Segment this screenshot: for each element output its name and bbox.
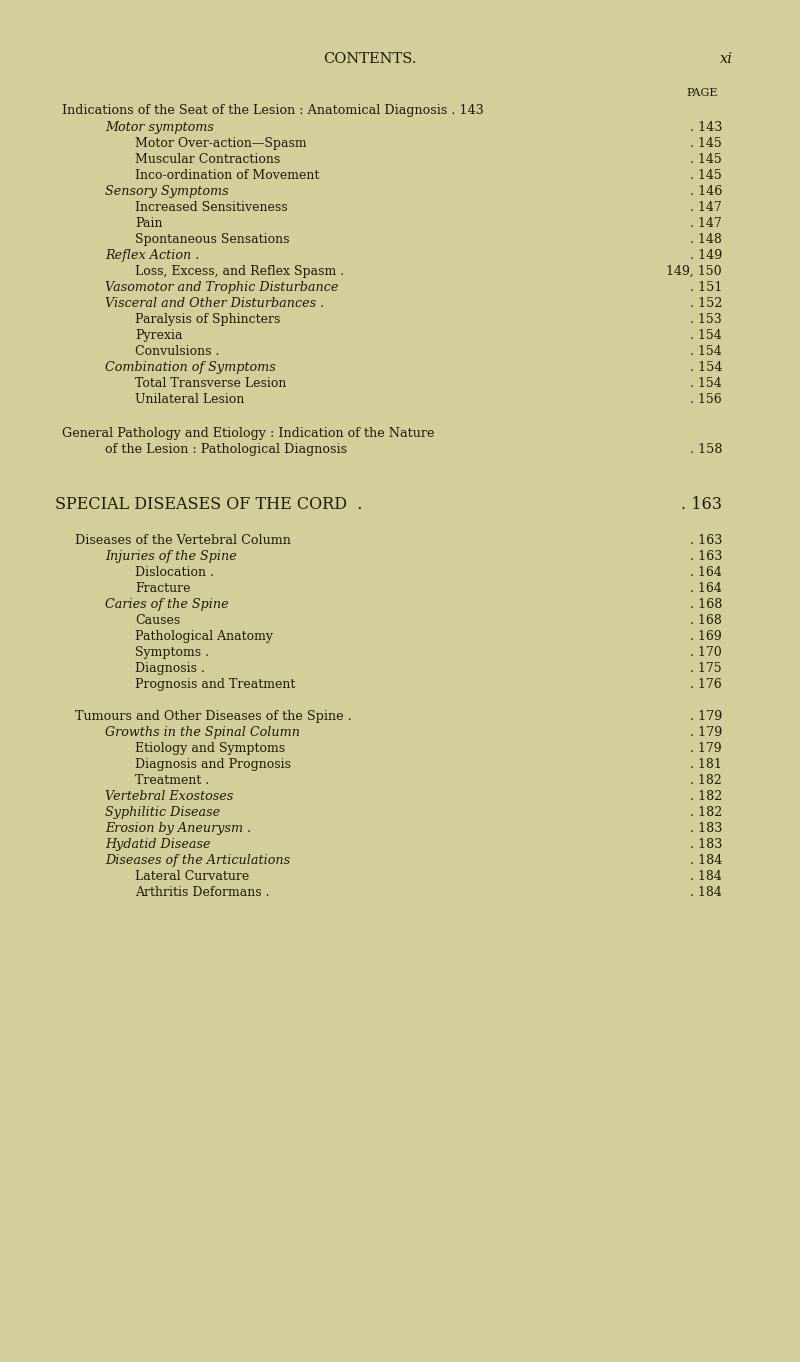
Text: Loss, Excess, and Reflex Spasm .: Loss, Excess, and Reflex Spasm . (135, 266, 344, 278)
Text: PAGE: PAGE (686, 89, 718, 98)
Text: . 176: . 176 (690, 678, 722, 691)
Text: Syphilitic Disease: Syphilitic Disease (105, 806, 220, 819)
Text: . 156: . 156 (690, 394, 722, 406)
Text: Prognosis and Treatment: Prognosis and Treatment (135, 678, 295, 691)
Text: Sensory Symptoms: Sensory Symptoms (105, 185, 229, 197)
Text: CONTENTS.: CONTENTS. (323, 52, 417, 65)
Text: Growths in the Spinal Column: Growths in the Spinal Column (105, 726, 300, 740)
Text: . 164: . 164 (690, 582, 722, 595)
Text: Vertebral Exostoses: Vertebral Exostoses (105, 790, 234, 804)
Text: Diagnosis and Prognosis: Diagnosis and Prognosis (135, 759, 291, 771)
Text: Indications of the Seat of the Lesion : Anatomical Diagnosis . 143: Indications of the Seat of the Lesion : … (62, 104, 484, 117)
Text: . 179: . 179 (690, 726, 722, 740)
Text: Symptoms .: Symptoms . (135, 646, 209, 659)
Text: . 184: . 184 (690, 870, 722, 883)
Text: . 182: . 182 (690, 774, 722, 787)
Text: . 143: . 143 (690, 121, 722, 133)
Text: Muscular Contractions: Muscular Contractions (135, 153, 280, 166)
Text: . 146: . 146 (690, 185, 722, 197)
Text: Pathological Anatomy: Pathological Anatomy (135, 631, 273, 643)
Text: . 169: . 169 (690, 631, 722, 643)
Text: . 151: . 151 (690, 281, 722, 294)
Text: Causes: Causes (135, 614, 180, 627)
Text: . 154: . 154 (690, 361, 722, 375)
Text: Injuries of the Spine: Injuries of the Spine (105, 550, 237, 563)
Text: Treatment .: Treatment . (135, 774, 210, 787)
Text: . 170: . 170 (690, 646, 722, 659)
Text: Unilateral Lesion: Unilateral Lesion (135, 394, 244, 406)
Text: Dislocation .: Dislocation . (135, 567, 214, 579)
Text: 149, 150: 149, 150 (666, 266, 722, 278)
Text: Etiology and Symptoms: Etiology and Symptoms (135, 742, 285, 755)
Text: . 145: . 145 (690, 153, 722, 166)
Text: . 184: . 184 (690, 854, 722, 868)
Text: . 154: . 154 (690, 377, 722, 390)
Text: . 153: . 153 (690, 313, 722, 326)
Text: Lateral Curvature: Lateral Curvature (135, 870, 250, 883)
Text: . 183: . 183 (690, 838, 722, 851)
Text: SPECIAL DISEASES OF THE CORD  .: SPECIAL DISEASES OF THE CORD . (55, 496, 362, 513)
Text: Arthritis Deformans .: Arthritis Deformans . (135, 887, 270, 899)
Text: Caries of the Spine: Caries of the Spine (105, 598, 229, 612)
Text: . 181: . 181 (690, 759, 722, 771)
Text: Tumours and Other Diseases of the Spine .: Tumours and Other Diseases of the Spine … (75, 710, 352, 723)
Text: . 154: . 154 (690, 345, 722, 358)
Text: . 152: . 152 (690, 297, 722, 311)
Text: Reflex Action .: Reflex Action . (105, 249, 199, 262)
Text: . 145: . 145 (690, 169, 722, 183)
Text: . 179: . 179 (690, 742, 722, 755)
Text: . 163: . 163 (690, 534, 722, 548)
Text: Motor symptoms: Motor symptoms (105, 121, 214, 133)
Text: Convulsions .: Convulsions . (135, 345, 219, 358)
Text: . 163: . 163 (690, 550, 722, 563)
Text: . 154: . 154 (690, 330, 722, 342)
Text: . 147: . 147 (690, 202, 722, 214)
Text: Vasomotor and Trophic Disturbance: Vasomotor and Trophic Disturbance (105, 281, 338, 294)
Text: Diseases of the Articulations: Diseases of the Articulations (105, 854, 290, 868)
Text: Visceral and Other Disturbances .: Visceral and Other Disturbances . (105, 297, 324, 311)
Text: Spontaneous Sensations: Spontaneous Sensations (135, 233, 290, 247)
Text: Diagnosis .: Diagnosis . (135, 662, 205, 676)
Text: . 158: . 158 (690, 443, 722, 456)
Text: Paralysis of Sphincters: Paralysis of Sphincters (135, 313, 280, 326)
Text: Increased Sensitiveness: Increased Sensitiveness (135, 202, 288, 214)
Text: General Pathology and Etiology : Indication of the Nature: General Pathology and Etiology : Indicat… (62, 428, 434, 440)
Text: Total Transverse Lesion: Total Transverse Lesion (135, 377, 286, 390)
Text: Hydatid Disease: Hydatid Disease (105, 838, 210, 851)
Text: . 163: . 163 (681, 496, 722, 513)
Text: Inco-ordination of Movement: Inco-ordination of Movement (135, 169, 319, 183)
Text: xi: xi (720, 52, 733, 65)
Text: . 164: . 164 (690, 567, 722, 579)
Text: . 168: . 168 (690, 614, 722, 627)
Text: Combination of Symptoms: Combination of Symptoms (105, 361, 276, 375)
Text: Fracture: Fracture (135, 582, 190, 595)
Text: . 149: . 149 (690, 249, 722, 262)
Text: Pyrexia: Pyrexia (135, 330, 182, 342)
Text: of the Lesion : Pathological Diagnosis: of the Lesion : Pathological Diagnosis (105, 443, 347, 456)
Text: . 175: . 175 (690, 662, 722, 676)
Text: . 147: . 147 (690, 217, 722, 230)
Text: . 148: . 148 (690, 233, 722, 247)
Text: . 179: . 179 (690, 710, 722, 723)
Text: . 184: . 184 (690, 887, 722, 899)
Text: . 168: . 168 (690, 598, 722, 612)
Text: . 145: . 145 (690, 138, 722, 150)
Text: Motor Over-action—Spasm: Motor Over-action—Spasm (135, 138, 306, 150)
Text: Pain: Pain (135, 217, 162, 230)
Text: Erosion by Aneurysm .: Erosion by Aneurysm . (105, 823, 251, 835)
Text: . 182: . 182 (690, 806, 722, 819)
Text: . 182: . 182 (690, 790, 722, 804)
Text: Diseases of the Vertebral Column: Diseases of the Vertebral Column (75, 534, 291, 548)
Text: . 183: . 183 (690, 823, 722, 835)
